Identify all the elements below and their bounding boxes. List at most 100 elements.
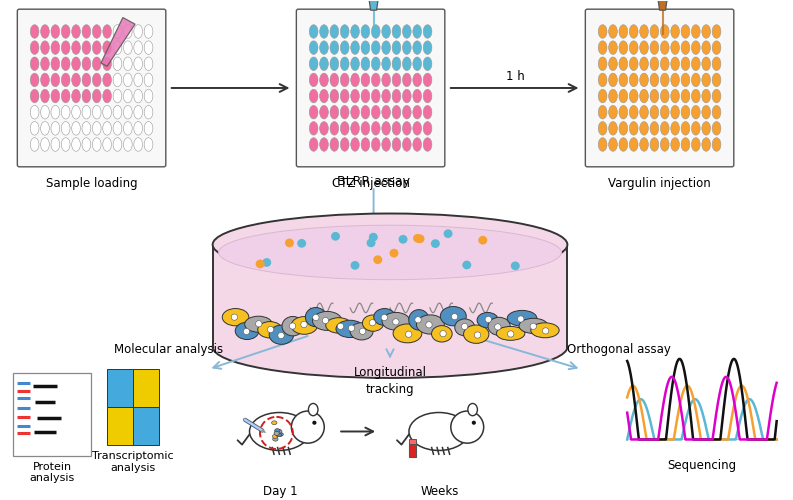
Ellipse shape xyxy=(71,90,80,103)
Text: 1 h: 1 h xyxy=(506,70,524,83)
Ellipse shape xyxy=(51,90,59,103)
Ellipse shape xyxy=(330,90,339,103)
Ellipse shape xyxy=(650,57,659,70)
Ellipse shape xyxy=(320,41,328,54)
Ellipse shape xyxy=(691,73,700,86)
Bar xyxy=(133,407,159,445)
Ellipse shape xyxy=(464,325,488,344)
Ellipse shape xyxy=(371,122,380,135)
Ellipse shape xyxy=(103,90,112,103)
Ellipse shape xyxy=(330,41,339,54)
Ellipse shape xyxy=(661,24,669,38)
Circle shape xyxy=(337,323,343,330)
Ellipse shape xyxy=(413,90,422,103)
Ellipse shape xyxy=(113,57,122,70)
Circle shape xyxy=(440,330,446,337)
Ellipse shape xyxy=(712,138,721,151)
Ellipse shape xyxy=(71,41,80,54)
Ellipse shape xyxy=(61,106,70,119)
Ellipse shape xyxy=(330,106,339,119)
Ellipse shape xyxy=(454,319,475,336)
Ellipse shape xyxy=(124,41,132,54)
Ellipse shape xyxy=(351,41,359,54)
Ellipse shape xyxy=(413,73,422,86)
Bar xyxy=(107,369,133,407)
Ellipse shape xyxy=(702,122,711,135)
Circle shape xyxy=(508,331,514,337)
Ellipse shape xyxy=(392,24,400,38)
Circle shape xyxy=(518,316,524,322)
Ellipse shape xyxy=(71,138,80,151)
Bar xyxy=(133,369,159,407)
Ellipse shape xyxy=(598,90,607,103)
Ellipse shape xyxy=(30,41,39,54)
Ellipse shape xyxy=(381,73,390,86)
Ellipse shape xyxy=(702,41,711,54)
Bar xyxy=(13,373,91,456)
Ellipse shape xyxy=(496,326,525,340)
Ellipse shape xyxy=(381,106,390,119)
Circle shape xyxy=(291,411,324,443)
Ellipse shape xyxy=(82,90,90,103)
Ellipse shape xyxy=(51,73,59,86)
Ellipse shape xyxy=(245,316,272,332)
Ellipse shape xyxy=(598,24,607,38)
Ellipse shape xyxy=(61,57,70,70)
Ellipse shape xyxy=(423,90,432,103)
Ellipse shape xyxy=(630,24,638,38)
Ellipse shape xyxy=(671,24,680,38)
Ellipse shape xyxy=(431,326,452,342)
Circle shape xyxy=(405,331,412,338)
Circle shape xyxy=(381,314,388,320)
Circle shape xyxy=(530,323,537,330)
Ellipse shape xyxy=(681,122,690,135)
Ellipse shape xyxy=(403,57,412,70)
Ellipse shape xyxy=(712,57,721,70)
Ellipse shape xyxy=(309,24,318,38)
Ellipse shape xyxy=(413,122,422,135)
Ellipse shape xyxy=(51,122,59,135)
Ellipse shape xyxy=(351,106,359,119)
Ellipse shape xyxy=(309,106,318,119)
Ellipse shape xyxy=(40,90,49,103)
Ellipse shape xyxy=(30,24,39,38)
Circle shape xyxy=(542,328,549,334)
Ellipse shape xyxy=(712,41,721,54)
Ellipse shape xyxy=(134,90,143,103)
Ellipse shape xyxy=(124,90,132,103)
Ellipse shape xyxy=(82,24,90,38)
Ellipse shape xyxy=(423,122,432,135)
Circle shape xyxy=(374,256,382,264)
Ellipse shape xyxy=(124,57,132,70)
Ellipse shape xyxy=(392,73,400,86)
Ellipse shape xyxy=(305,308,326,326)
Ellipse shape xyxy=(113,138,122,151)
Ellipse shape xyxy=(403,106,412,119)
Ellipse shape xyxy=(320,122,328,135)
Circle shape xyxy=(478,236,487,244)
Bar xyxy=(409,439,416,444)
Ellipse shape xyxy=(308,404,318,415)
Ellipse shape xyxy=(51,138,59,151)
Ellipse shape xyxy=(392,138,400,151)
Ellipse shape xyxy=(320,106,328,119)
Ellipse shape xyxy=(702,90,711,103)
Ellipse shape xyxy=(671,41,680,54)
Ellipse shape xyxy=(124,106,132,119)
Ellipse shape xyxy=(661,57,669,70)
Ellipse shape xyxy=(93,73,101,86)
Ellipse shape xyxy=(330,24,339,38)
Ellipse shape xyxy=(309,122,318,135)
Ellipse shape xyxy=(371,138,380,151)
Ellipse shape xyxy=(320,138,328,151)
Ellipse shape xyxy=(309,138,318,151)
Ellipse shape xyxy=(619,73,628,86)
Ellipse shape xyxy=(276,433,282,437)
Ellipse shape xyxy=(124,73,132,86)
Ellipse shape xyxy=(661,41,669,54)
Ellipse shape xyxy=(598,138,607,151)
Ellipse shape xyxy=(61,73,70,86)
Ellipse shape xyxy=(113,73,122,86)
Ellipse shape xyxy=(40,57,49,70)
Circle shape xyxy=(389,249,398,258)
